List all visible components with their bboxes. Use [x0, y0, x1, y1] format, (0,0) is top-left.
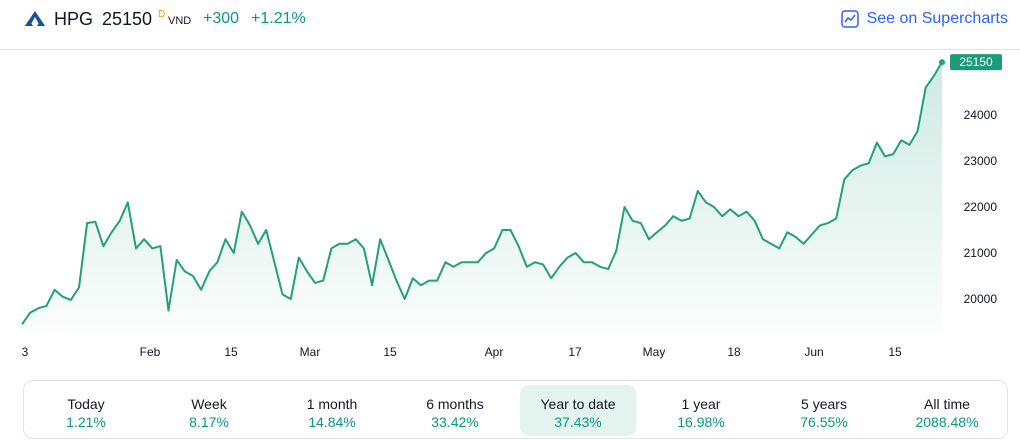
period-label: 5 years: [801, 396, 847, 412]
x-tick-label: Feb: [140, 345, 161, 359]
symbol-header: HPG 25150 D VND +300 +1.21% See on Super…: [0, 0, 1020, 44]
period-selector: Today 1.21% Week 8.17% 1 month 14.84% 6 months…: [23, 380, 1008, 439]
period-button-today[interactable]: Today 1.21%: [28, 385, 144, 436]
period-button-all-time[interactable]: All time 2088.48%: [889, 385, 1005, 436]
period-label: 1 month: [306, 396, 358, 412]
y-tick-label: 21000: [964, 246, 998, 260]
period-button-5-years[interactable]: 5 years 76.55%: [766, 385, 882, 436]
last-price-label-box: [950, 54, 1002, 71]
price-area-fill: [22, 62, 942, 332]
period-change-value: 14.84%: [308, 414, 356, 430]
x-tick-label: 18: [727, 345, 741, 359]
period-change-value: 16.98%: [677, 414, 725, 430]
period-button-6-months[interactable]: 6 months 33.42%: [397, 385, 513, 436]
last-price: 25150: [102, 9, 153, 29]
price-chart[interactable]: 20000 21000 22000 23000 24000 3 Feb 15 Mar 15 Apr…: [0, 50, 1020, 370]
see-on-supercharts-link[interactable]: See on Supercharts: [840, 8, 1008, 30]
period-change-value: 1.21%: [66, 414, 106, 430]
period-change-value: 2088.48%: [915, 414, 979, 430]
price-change: +300: [203, 10, 240, 27]
last-price-label: 25150: [959, 55, 993, 69]
last-price-point: [939, 59, 945, 66]
period-label: 6 months: [426, 396, 484, 412]
x-tick-label: 15: [224, 345, 238, 359]
x-tick-label: Apr: [485, 345, 504, 359]
period-label: 1 year: [681, 396, 721, 412]
period-label: Year to date: [540, 396, 616, 412]
chart-line-icon: [840, 10, 859, 28]
x-tick-label: 15: [888, 345, 902, 359]
x-tick-label: 15: [383, 345, 397, 359]
header-divider: [0, 49, 1020, 50]
period-change-value: 8.17%: [189, 414, 229, 430]
period-button-year-to-date[interactable]: Year to date 37.43%: [520, 385, 636, 436]
currency-code: VND: [168, 15, 192, 27]
period-label: Week: [191, 396, 227, 412]
period-button-1-month[interactable]: 1 month 14.84%: [274, 385, 390, 436]
y-tick-label: 23000: [964, 154, 998, 168]
period-change-value: 76.55%: [800, 414, 848, 430]
price-change-percent: +1.21%: [251, 10, 306, 27]
x-tick-label: Mar: [300, 345, 321, 359]
y-tick-label: 24000: [964, 108, 998, 122]
period-change-value: 37.43%: [554, 414, 602, 430]
price-line: [21, 61, 943, 325]
period-change-value: 33.42%: [431, 414, 479, 430]
period-button-1-year[interactable]: 1 year 16.98%: [643, 385, 759, 436]
period-label: All time: [924, 396, 970, 412]
period-label: Today: [67, 396, 105, 412]
symbol-ticker: HPG: [54, 9, 94, 29]
x-tick-label: Jun: [804, 345, 823, 359]
x-tick-label: May: [643, 345, 666, 359]
hpg-logo-icon: [25, 11, 45, 26]
x-tick-label: 3: [22, 345, 29, 359]
x-tick-label: 17: [568, 345, 582, 359]
y-tick-label: 22000: [964, 200, 998, 214]
price-flag: D: [158, 9, 166, 20]
period-button-week[interactable]: Week 8.17%: [151, 385, 267, 436]
y-tick-label: 20000: [964, 292, 998, 306]
see-on-supercharts-label: See on Supercharts: [866, 10, 1008, 27]
